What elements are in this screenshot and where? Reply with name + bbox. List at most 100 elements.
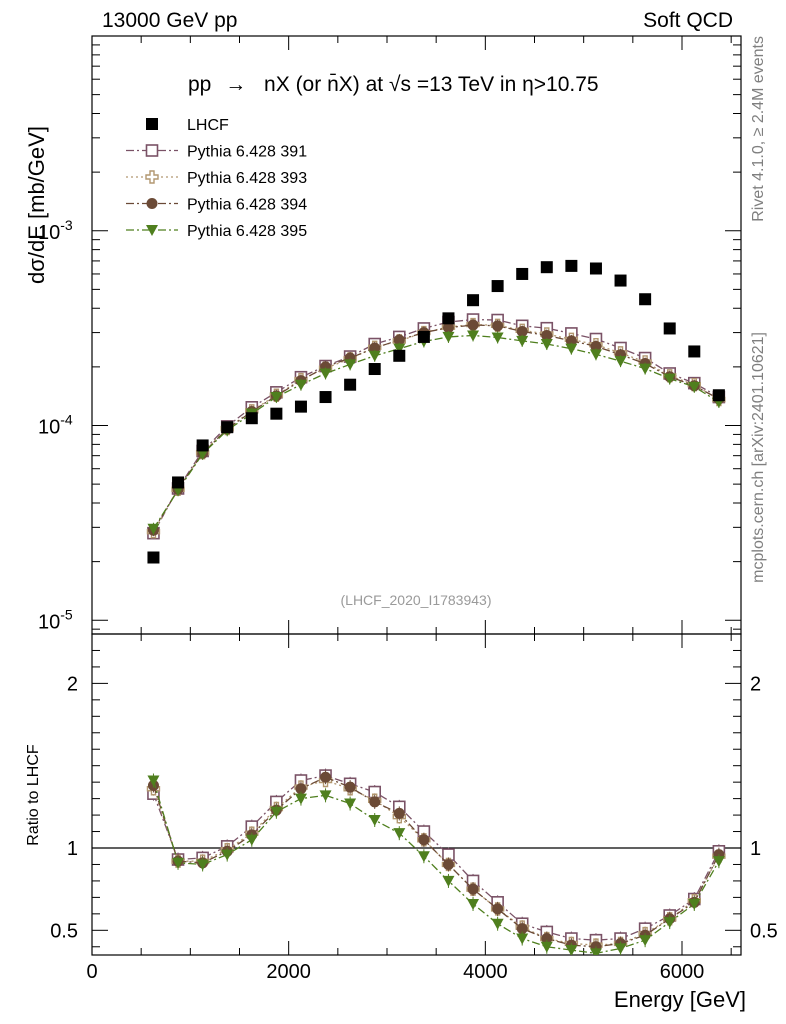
ratio-point	[688, 898, 701, 910]
data-point	[319, 368, 332, 380]
ratio-ytick-label-right: 1	[750, 838, 761, 860]
data-point	[589, 262, 602, 275]
ratio-xtick-label: 4000	[463, 961, 508, 983]
ytick-base: 10	[38, 611, 60, 633]
ratio-point	[712, 856, 725, 868]
data-point	[540, 261, 553, 274]
data-point	[319, 391, 332, 404]
legend-marker	[146, 225, 158, 236]
series-line	[152, 318, 720, 534]
ytick-base: 10	[38, 222, 60, 244]
ratio-point	[245, 834, 258, 846]
series-line	[152, 324, 720, 531]
ratio-point	[442, 875, 455, 887]
ratio-ytick-label-right: 0.5	[750, 920, 778, 942]
ratio-tick-labels: 0.5 0.5 1 1 2 2 0 2000 4000 6000	[50, 673, 778, 983]
data-point	[368, 350, 381, 362]
data-point	[614, 274, 627, 287]
data-point	[491, 280, 504, 293]
chart-title: pp → nX (or n̄X) at √s =13 TeV in η>10.7…	[188, 73, 599, 96]
data-point	[417, 330, 430, 343]
ratio-line	[152, 779, 720, 946]
ratio-point	[663, 917, 676, 929]
ratio-point	[417, 851, 430, 863]
ratio-point	[442, 858, 454, 870]
main-ytick-labels: 10-510-410-3	[38, 217, 73, 634]
data-point	[172, 476, 185, 489]
ratio-ytick-label: 0.5	[50, 920, 78, 942]
data-point	[688, 345, 701, 358]
ratio-point	[294, 793, 307, 805]
ratio-point	[418, 834, 430, 846]
data-point	[467, 319, 479, 331]
ratio-point	[516, 923, 528, 935]
data-point	[442, 322, 454, 334]
ratio-point	[319, 790, 332, 802]
data-point	[369, 342, 381, 354]
data-point	[147, 523, 160, 535]
ratio-ytick-label-right: 2	[750, 673, 761, 695]
data-point	[663, 373, 676, 385]
title-energy: =13 TeV in	[417, 73, 516, 96]
data-point	[393, 349, 406, 362]
ratio-point	[565, 945, 578, 955]
ratio-point	[344, 781, 356, 793]
title-eta: η>10.75	[522, 73, 599, 96]
data-point	[565, 259, 578, 272]
ratio-point	[614, 943, 627, 955]
data-point	[639, 363, 652, 375]
ratio-point	[467, 883, 479, 895]
ratio-point	[368, 815, 381, 827]
ratio-xlabel: Energy [GeV]	[614, 987, 746, 1012]
ratio-frame	[91, 633, 742, 956]
data-point	[688, 381, 701, 393]
data-point	[393, 343, 406, 355]
mcplots-label: mcplots.cern.ch [arXiv:2401.10621]	[750, 332, 767, 583]
data-point	[344, 359, 357, 371]
data-point	[221, 421, 234, 434]
ratio-point	[196, 859, 209, 871]
data-point	[540, 339, 553, 351]
series-4	[147, 329, 725, 535]
legend-marker	[146, 118, 158, 130]
data-point	[270, 407, 283, 420]
ratio-point	[344, 798, 357, 810]
watermark: (LHCF_2020_I1783943)	[341, 592, 492, 608]
main-series	[146, 259, 726, 564]
legend-marker	[145, 144, 159, 157]
data-point	[442, 331, 455, 343]
header-left: 13000 GeV pp	[102, 9, 237, 32]
series-0	[147, 259, 725, 564]
data-point	[294, 379, 307, 391]
ratio-series-0	[147, 768, 726, 948]
ratio-xtick-label: 2000	[266, 961, 311, 983]
legend-label: Pythia 6.428 393	[187, 170, 307, 187]
ratio-point	[492, 903, 504, 915]
series-1	[147, 313, 726, 540]
data-point	[467, 294, 480, 307]
ratio-point	[221, 849, 234, 861]
data-point	[492, 320, 504, 332]
ratio-point	[147, 775, 160, 787]
series-3	[147, 319, 725, 537]
data-point	[467, 330, 480, 342]
data-point	[368, 363, 381, 376]
main-ytick-label: 10-3	[38, 217, 73, 244]
ytick-exponent: -4	[60, 412, 73, 428]
ytick-base: 10	[38, 417, 60, 439]
data-point	[516, 267, 529, 280]
data-point	[393, 334, 405, 346]
ratio-line	[152, 776, 720, 948]
data-point	[565, 343, 578, 355]
title-pp: pp	[188, 73, 211, 96]
ratio-point	[541, 933, 553, 945]
series-line	[152, 323, 720, 532]
data-point	[712, 389, 725, 402]
ratio-point	[540, 941, 553, 953]
ratio-ytick-label: 1	[67, 838, 78, 860]
main-ylabel: dσ/dE [mb/GeV]	[24, 126, 49, 284]
data-point	[565, 335, 577, 347]
legend-label: Pythia 6.428 395	[187, 223, 307, 240]
data-point	[663, 322, 676, 335]
